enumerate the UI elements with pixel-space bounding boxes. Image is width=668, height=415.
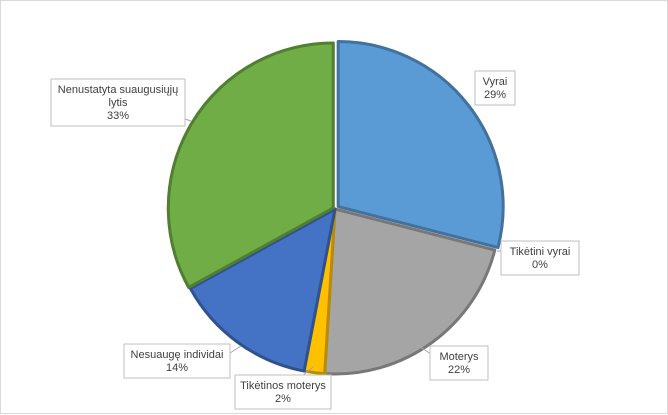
data-label-box <box>123 343 231 379</box>
pie-slice-3 <box>323 207 497 376</box>
data-label-value: 29% <box>484 89 506 101</box>
data-label-box <box>234 374 332 410</box>
pie-slice-5 <box>188 207 337 373</box>
data-label-value: 2% <box>275 393 291 405</box>
data-label-category: Nenustatyta suaugusiųjų <box>58 84 178 96</box>
data-label-category: lytis <box>109 97 128 109</box>
data-label-box <box>500 240 580 276</box>
leader-line-5 <box>229 345 242 354</box>
data-label-value: 33% <box>107 110 129 122</box>
data-label-box <box>50 78 186 127</box>
data-label-category: Tikėtinos moterys <box>240 380 326 392</box>
data-label-category: Moterys <box>439 351 479 363</box>
data-label-category: Vyrai <box>483 76 508 88</box>
pie-slice-6 <box>166 41 335 289</box>
data-label-box <box>474 70 516 106</box>
data-label-category: Tikėtini vyrai <box>510 246 571 258</box>
leader-line-3 <box>410 340 432 355</box>
data-label-value: 0% <box>532 259 548 271</box>
data-label-value: 22% <box>448 364 470 376</box>
data-label-box <box>429 345 489 381</box>
data-label-value: 14% <box>166 362 188 374</box>
leader-line-6 <box>184 118 192 122</box>
data-label-category: Nesuaugę individai <box>131 349 224 361</box>
pie-slice-1 <box>336 40 505 250</box>
